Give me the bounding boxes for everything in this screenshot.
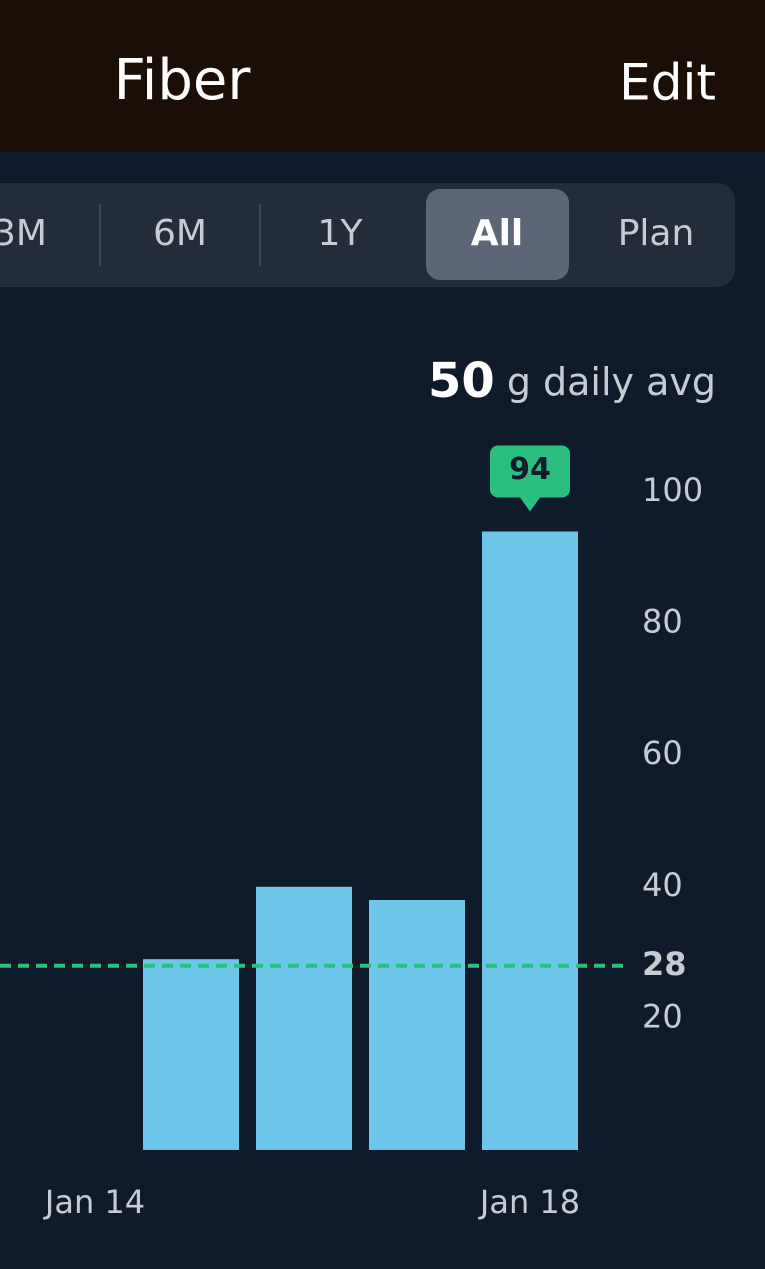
active-tab bbox=[426, 189, 569, 280]
y-tick-label: 40 bbox=[642, 866, 683, 904]
y-tick-label: 60 bbox=[642, 734, 683, 772]
tab[interactable]: 1Y bbox=[318, 213, 364, 254]
tab[interactable]: 3M bbox=[0, 213, 47, 254]
header-title: Fiber bbox=[114, 48, 252, 113]
y-tick-label: 80 bbox=[642, 603, 683, 641]
tab[interactable]: Plan bbox=[618, 213, 695, 254]
bar bbox=[369, 899, 465, 1150]
callout-value: 94 bbox=[509, 452, 551, 487]
header-bar bbox=[0, 0, 765, 152]
bar bbox=[482, 531, 578, 1150]
summary-value: 50 bbox=[428, 353, 495, 409]
callout-bubble bbox=[490, 445, 570, 512]
bar bbox=[256, 886, 352, 1150]
tab[interactable]: All bbox=[471, 213, 524, 254]
y-tick-label: 100 bbox=[642, 471, 703, 509]
x-tick-label: Jan 18 bbox=[478, 1183, 580, 1221]
summary: 50 g daily avg bbox=[428, 353, 716, 409]
x-tick-label: Jan 14 bbox=[43, 1183, 145, 1221]
tab[interactable]: 6M bbox=[153, 213, 207, 254]
y-tick-label: 20 bbox=[642, 997, 683, 1035]
target-label: 28 bbox=[642, 945, 687, 983]
bar bbox=[143, 959, 239, 1150]
edit-button[interactable]: Edit bbox=[619, 54, 716, 112]
summary-unit: g daily avg bbox=[507, 360, 716, 404]
